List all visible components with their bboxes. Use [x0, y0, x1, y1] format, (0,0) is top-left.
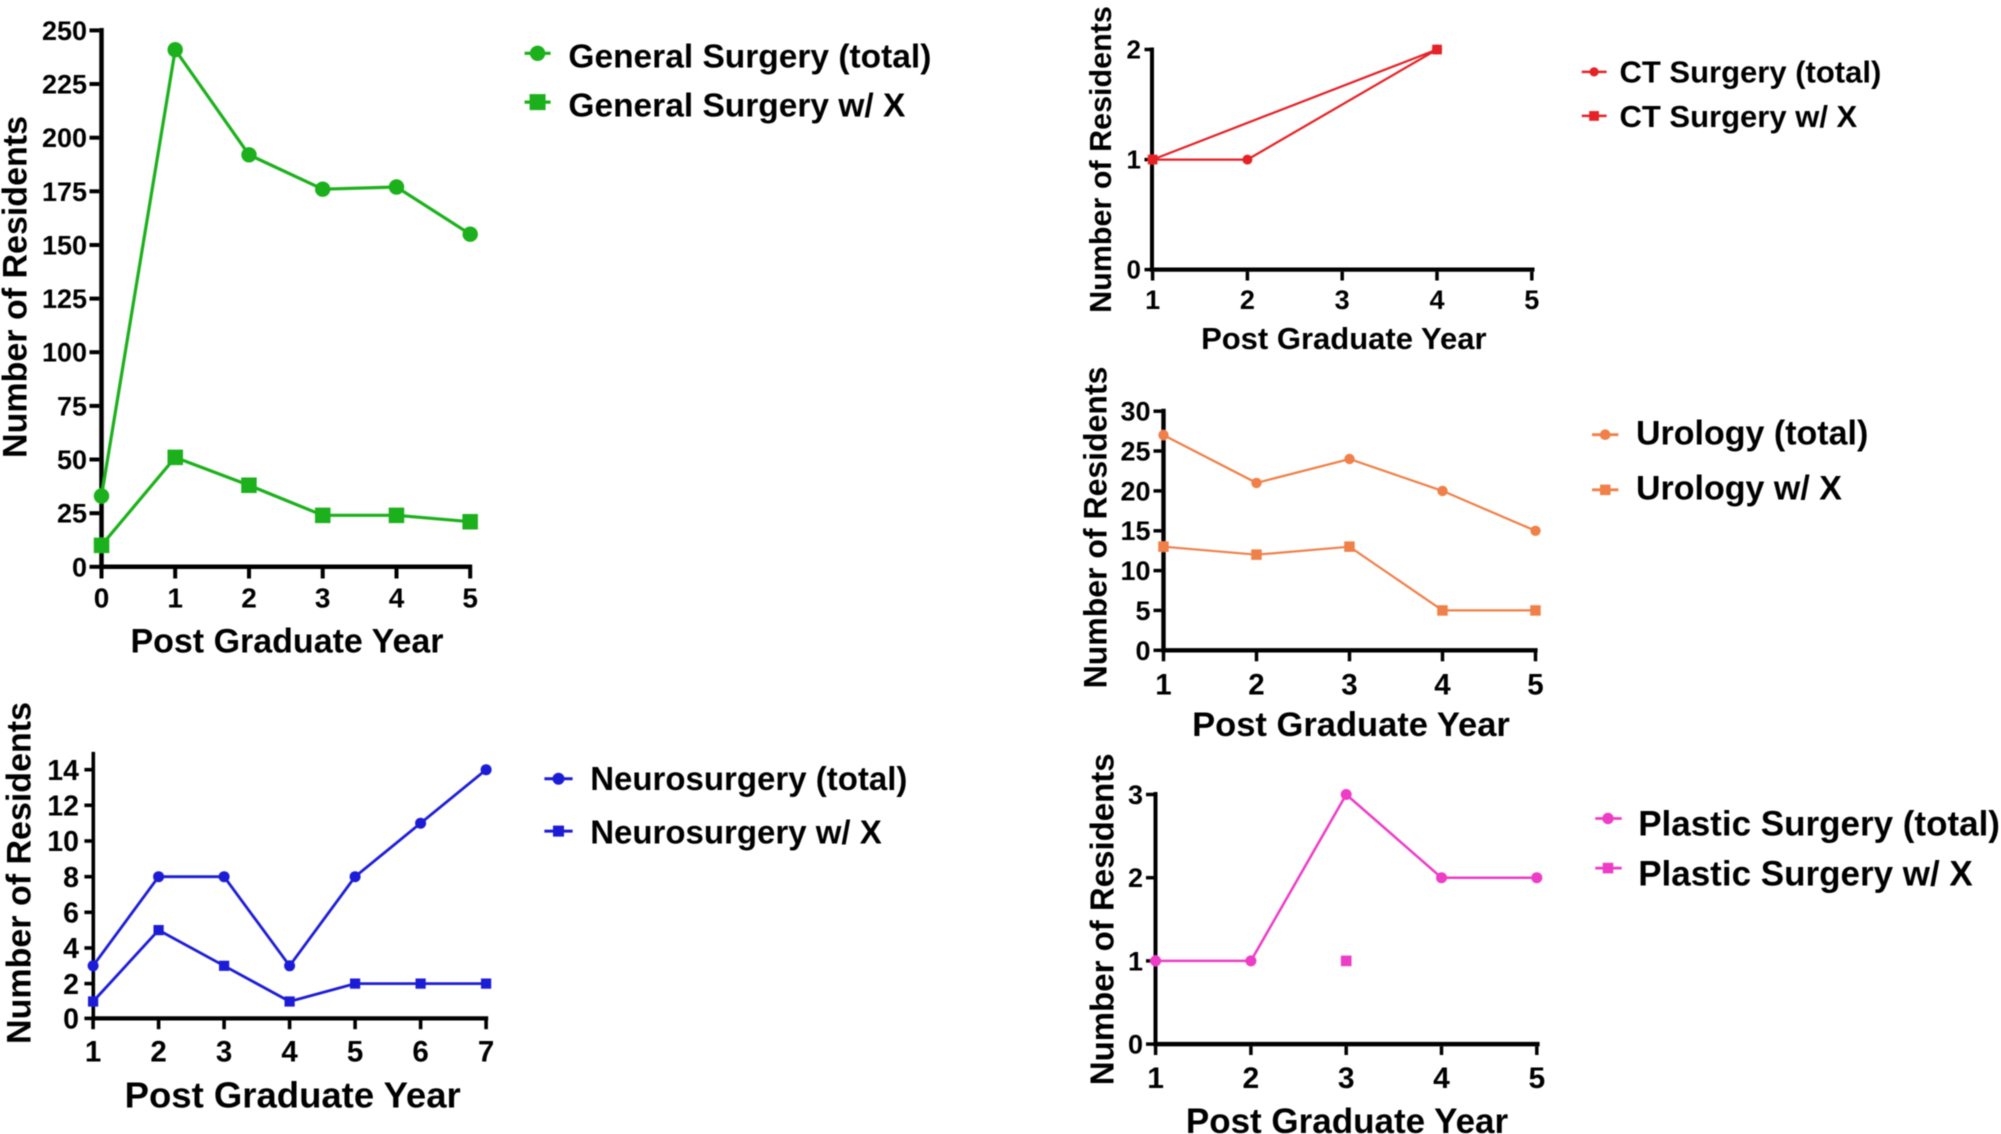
svg-text:7: 7 — [478, 1036, 494, 1069]
svg-text:1: 1 — [1128, 946, 1143, 976]
svg-text:4: 4 — [281, 1036, 298, 1069]
svg-text:100: 100 — [42, 338, 87, 368]
svg-text:3: 3 — [315, 583, 331, 614]
svg-text:0: 0 — [1135, 636, 1150, 666]
svg-text:25: 25 — [1120, 437, 1150, 467]
svg-text:Post Graduate Year: Post Graduate Year — [1192, 706, 1510, 744]
svg-text:30: 30 — [1120, 397, 1150, 427]
svg-text:5: 5 — [462, 583, 478, 614]
svg-text:4: 4 — [63, 933, 79, 965]
svg-text:12: 12 — [47, 791, 79, 823]
svg-text:1: 1 — [167, 583, 183, 614]
svg-text:Number of Residents: Number of Residents — [1084, 6, 1118, 313]
svg-text:3: 3 — [1338, 1062, 1355, 1095]
svg-text:0: 0 — [1127, 255, 1141, 285]
svg-text:2: 2 — [63, 969, 79, 1001]
svg-text:5: 5 — [1135, 596, 1150, 626]
svg-text:5: 5 — [1528, 1062, 1545, 1095]
svg-text:4: 4 — [1433, 1062, 1450, 1095]
svg-text:5: 5 — [347, 1036, 363, 1069]
svg-text:225: 225 — [42, 70, 87, 100]
svg-text:3: 3 — [1335, 285, 1350, 315]
svg-text:0: 0 — [72, 552, 87, 582]
svg-text:5: 5 — [1524, 285, 1539, 315]
svg-text:4: 4 — [389, 583, 405, 614]
svg-text:2: 2 — [1127, 35, 1141, 65]
svg-text:1: 1 — [1127, 145, 1141, 175]
svg-text:CT Surgery w/ X: CT Surgery w/ X — [1620, 99, 1858, 134]
svg-text:0: 0 — [1128, 1030, 1143, 1060]
svg-text:Plastic Surgery w/ X: Plastic Surgery w/ X — [1638, 855, 1973, 894]
svg-text:3: 3 — [1341, 669, 1357, 702]
svg-text:6: 6 — [412, 1036, 428, 1069]
svg-text:0: 0 — [63, 1004, 79, 1036]
svg-text:CT Surgery (total): CT Surgery (total) — [1620, 55, 1882, 90]
svg-text:Neurosurgery w/ X: Neurosurgery w/ X — [590, 814, 882, 851]
svg-text:50: 50 — [57, 445, 87, 475]
svg-text:Plastic Surgery (total): Plastic Surgery (total) — [1638, 805, 2000, 844]
svg-text:Post Graduate Year: Post Graduate Year — [1186, 1102, 1509, 1134]
svg-text:200: 200 — [42, 123, 87, 153]
svg-text:75: 75 — [57, 391, 87, 421]
svg-text:2: 2 — [1128, 863, 1143, 893]
svg-text:Number of Residents: Number of Residents — [1078, 367, 1114, 689]
svg-text:Number of Residents: Number of Residents — [1084, 753, 1121, 1085]
svg-text:6: 6 — [63, 898, 79, 930]
svg-text:175: 175 — [42, 177, 87, 207]
svg-text:2: 2 — [150, 1036, 166, 1069]
svg-text:3: 3 — [1128, 780, 1143, 810]
svg-text:4: 4 — [1434, 669, 1451, 702]
svg-text:Post Graduate Year: Post Graduate Year — [130, 623, 443, 661]
svg-text:General Surgery w/ X: General Surgery w/ X — [568, 88, 906, 125]
svg-text:15: 15 — [1120, 516, 1150, 546]
svg-text:0: 0 — [94, 583, 110, 614]
svg-text:Urology w/ X: Urology w/ X — [1636, 470, 1842, 508]
svg-text:3: 3 — [216, 1036, 232, 1069]
svg-text:Number of Residents: Number of Residents — [0, 116, 35, 458]
svg-text:20: 20 — [1120, 476, 1150, 506]
svg-text:General Surgery (total): General Surgery (total) — [568, 39, 931, 76]
svg-text:10: 10 — [1120, 556, 1150, 586]
svg-text:1: 1 — [1145, 285, 1160, 315]
svg-text:25: 25 — [57, 499, 87, 529]
svg-text:1: 1 — [85, 1036, 101, 1069]
svg-text:250: 250 — [42, 16, 87, 46]
svg-text:Number of Residents: Number of Residents — [1, 702, 39, 1044]
svg-text:14: 14 — [47, 755, 79, 787]
svg-text:150: 150 — [42, 231, 87, 261]
svg-text:8: 8 — [63, 862, 79, 894]
svg-text:5: 5 — [1527, 669, 1543, 702]
svg-text:1: 1 — [1155, 669, 1171, 702]
svg-text:4: 4 — [1429, 285, 1444, 315]
svg-text:1: 1 — [1147, 1062, 1164, 1095]
svg-text:2: 2 — [1243, 1062, 1260, 1095]
svg-text:Urology (total): Urology (total) — [1636, 415, 1868, 453]
svg-text:Neurosurgery (total): Neurosurgery (total) — [590, 760, 907, 797]
svg-text:10: 10 — [47, 826, 79, 858]
svg-text:Post Graduate Year: Post Graduate Year — [1201, 321, 1486, 356]
svg-text:2: 2 — [1248, 669, 1264, 702]
svg-text:Post Graduate Year: Post Graduate Year — [125, 1075, 461, 1116]
svg-text:125: 125 — [42, 284, 87, 314]
svg-text:2: 2 — [241, 583, 257, 614]
svg-text:2: 2 — [1240, 285, 1255, 315]
